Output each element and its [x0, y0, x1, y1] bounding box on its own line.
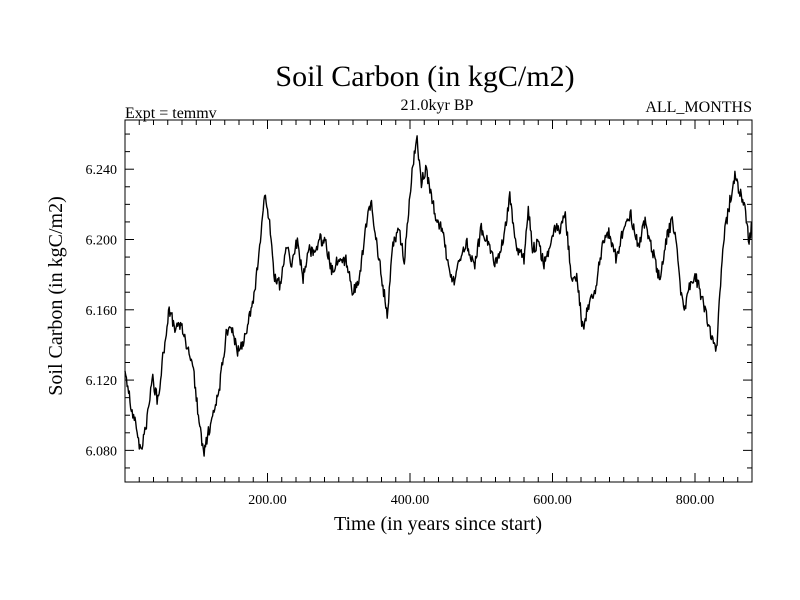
- x-tick-label: 200.00: [248, 493, 287, 508]
- experiment-label: Expt = temmv: [125, 105, 217, 122]
- x-axis-label: Time (in years since start): [334, 513, 542, 535]
- y-tick-label: 6.080: [86, 444, 118, 459]
- y-tick-label: 6.160: [86, 304, 118, 319]
- chart-title: Soil Carbon (in kgC/m2): [275, 60, 574, 93]
- y-tick-label: 6.240: [86, 163, 118, 178]
- period-label: 21.0kyr BP: [401, 97, 474, 114]
- y-axis-label: Soil Carbon (in kgC/m2): [45, 196, 67, 395]
- y-axis-tick-labels: 6.080 6.120 6.160 6.200 6.240: [86, 163, 118, 459]
- plot-area-frame: [124, 119, 753, 483]
- x-tick-label: 600.00: [533, 493, 572, 508]
- months-label: ALL_MONTHS: [645, 99, 752, 116]
- soil-carbon-series-line: [124, 135, 753, 457]
- y-axis-ticks: [125, 133, 752, 469]
- x-tick-label: 400.00: [391, 493, 430, 508]
- x-axis-ticks: [138, 120, 739, 482]
- y-tick-label: 6.200: [86, 233, 118, 248]
- x-axis-tick-labels: 200.00 400.00 600.00 800.00: [248, 493, 714, 508]
- y-tick-label: 6.120: [86, 374, 118, 389]
- x-tick-label: 800.00: [676, 493, 715, 508]
